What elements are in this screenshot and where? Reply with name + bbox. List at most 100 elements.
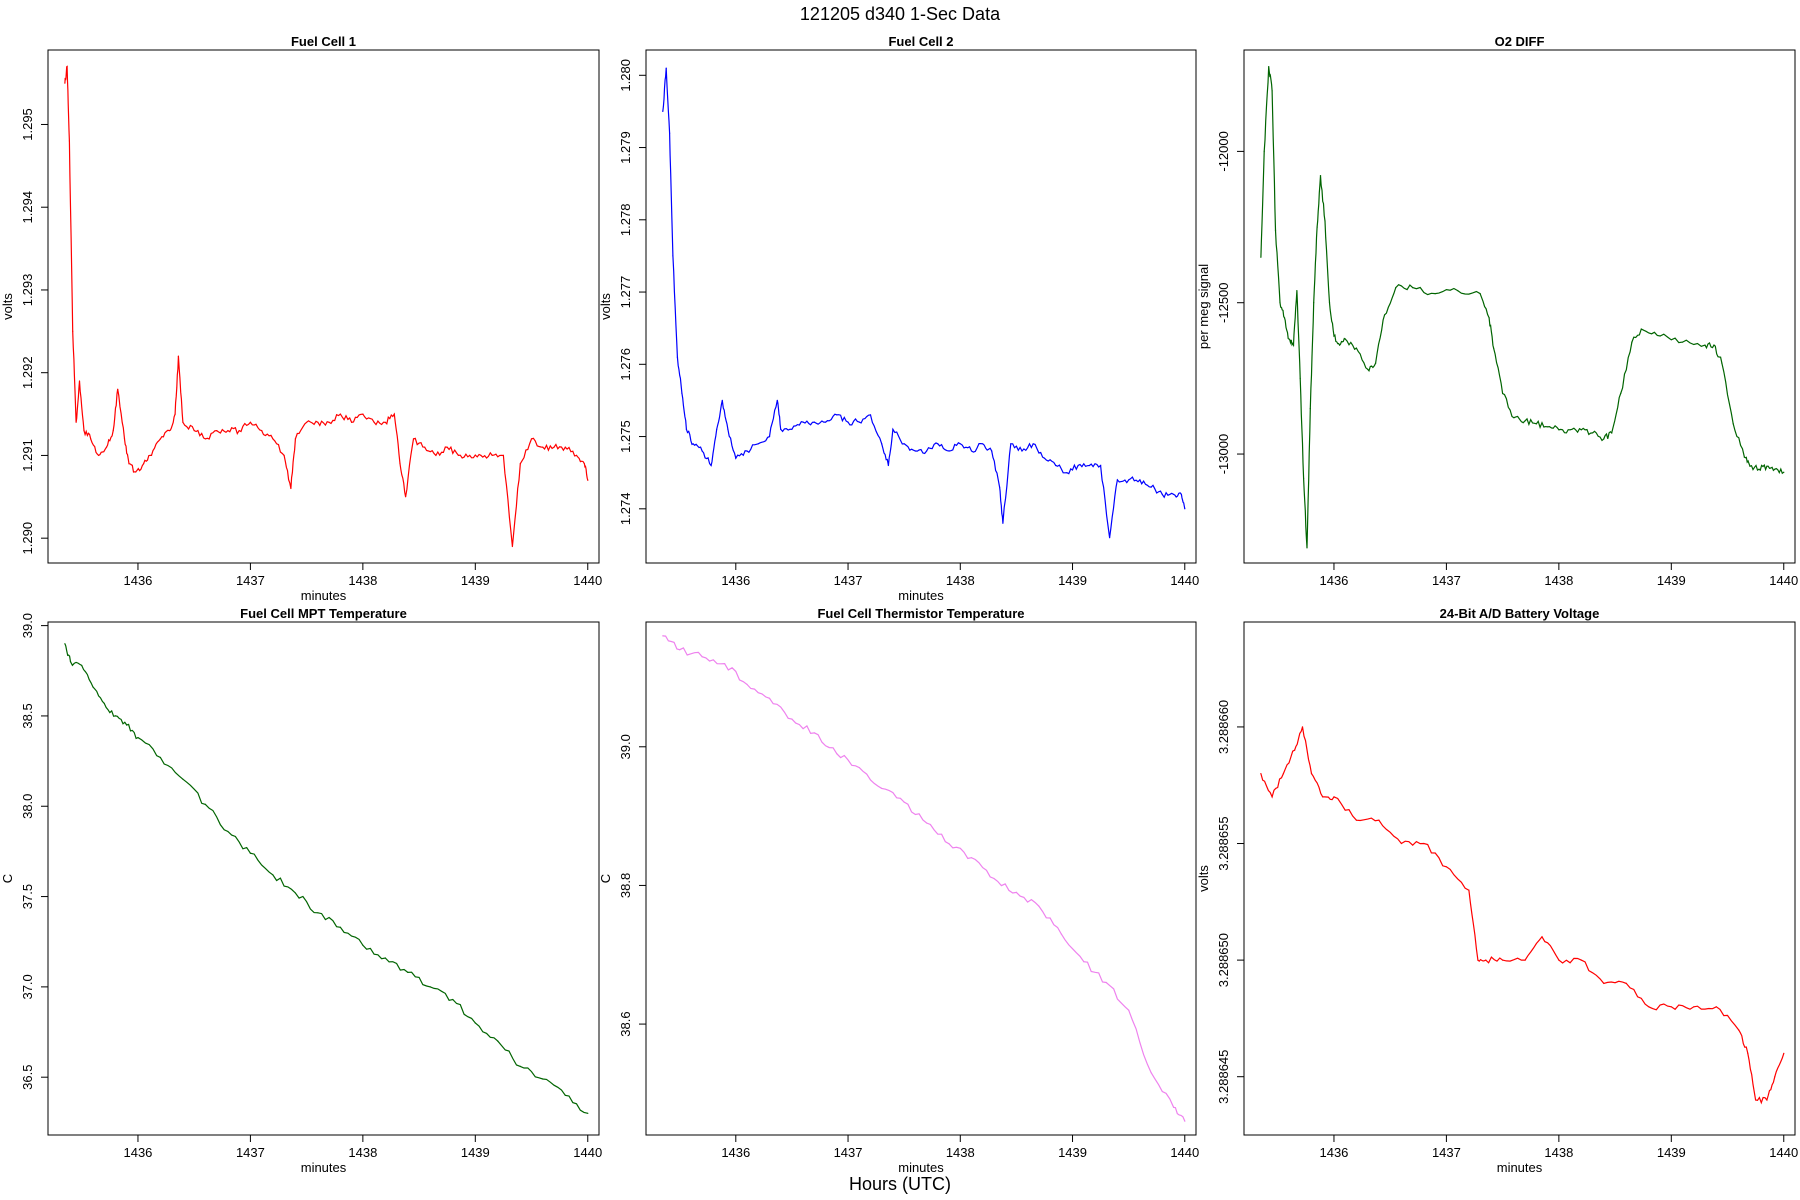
data-point [1060, 933, 1062, 935]
data-point [1485, 959, 1487, 961]
x-tick-label: 1440 [1769, 1145, 1798, 1160]
data-point [159, 438, 161, 440]
data-point [721, 399, 723, 401]
chart-o2-diff: O2 DIFF 1436 1437 1438 1439 1440 -13000 -12500 -… [1196, 34, 1798, 588]
data-point [937, 443, 939, 445]
x-tick-label: 1437 [834, 1145, 863, 1160]
x-tick-label: 1436 [721, 1145, 750, 1160]
data-point [114, 715, 117, 717]
data-point [564, 446, 566, 448]
data-point [1150, 486, 1152, 488]
series-line-fuel-cell-mpt-temperature [64, 643, 588, 1114]
data-point [1184, 1120, 1186, 1122]
data-point [575, 454, 578, 456]
data-point [710, 464, 712, 467]
x-tick-label: 1440 [1170, 573, 1199, 588]
y-axis-label: C [598, 874, 613, 883]
y-tick-label: 1.274 [618, 493, 633, 526]
data-point [92, 686, 94, 688]
series-line-o2-diff [1260, 66, 1785, 548]
y-tick-label: 1.275 [618, 420, 633, 453]
data-point [373, 421, 375, 423]
y-tick-label: 3.288645 [1216, 1050, 1231, 1104]
data-point [75, 421, 77, 423]
y-axis-label: volts [0, 293, 15, 320]
data-point [768, 697, 771, 699]
data-point [1457, 290, 1459, 292]
data-point [452, 998, 454, 1001]
data-point [768, 436, 771, 438]
data-point [112, 430, 114, 432]
y-tick-label: 38.8 [618, 873, 633, 898]
data-point [1299, 377, 1301, 379]
data-point [1322, 796, 1324, 798]
data-point [126, 724, 128, 726]
data-point [1268, 66, 1270, 68]
data-point [1774, 1076, 1776, 1078]
data-point [858, 421, 860, 423]
data-point [339, 413, 341, 415]
data-point [914, 450, 917, 452]
data-point [294, 892, 296, 894]
data-point [1603, 982, 1605, 985]
data-point [1603, 438, 1605, 440]
data-point [1271, 796, 1273, 798]
data-point [1139, 479, 1141, 481]
data-point [424, 446, 426, 448]
data-point [105, 446, 108, 448]
y-tick-label: 1.293 [20, 274, 35, 307]
data-point [249, 421, 251, 423]
data-point [869, 414, 872, 416]
data-point [1541, 936, 1543, 938]
data-point [701, 656, 703, 658]
data-point [137, 737, 139, 739]
data-point [836, 414, 838, 416]
data-point [317, 421, 319, 423]
data-point [791, 428, 793, 430]
data-point [926, 822, 928, 824]
data-point [98, 454, 100, 456]
data-point [290, 487, 292, 490]
data-point [177, 355, 179, 357]
data-point [1513, 417, 1515, 419]
x-tick-label: 1440 [573, 1145, 602, 1160]
chart-fuel-cell-2: Fuel Cell 2 1436 1437 1438 1439 1440 minutes 1.… [598, 34, 1199, 603]
data-point [1611, 432, 1613, 434]
data-point [1468, 889, 1470, 891]
data-point [1055, 464, 1057, 467]
data-point [1743, 456, 1745, 458]
data-point [1749, 465, 1751, 467]
data-point [1631, 341, 1633, 343]
data-point [227, 830, 229, 833]
data-point [1488, 317, 1490, 319]
y-tick-label: 1.294 [20, 191, 35, 224]
data-point [1313, 302, 1315, 304]
data-point [193, 430, 195, 432]
data-point [530, 438, 533, 440]
data-point [469, 454, 471, 456]
chart-title: Fuel Cell 2 [888, 34, 953, 49]
data-point [1283, 317, 1286, 319]
data-point [776, 399, 778, 401]
y-tick-label: 38.6 [618, 1011, 633, 1036]
x-tick-label: 1437 [1432, 573, 1461, 588]
data-point [1766, 465, 1768, 467]
data-point [669, 132, 671, 134]
data-point [802, 421, 804, 423]
data-point [1100, 464, 1102, 467]
data-point [272, 874, 274, 876]
data-point [1274, 229, 1277, 231]
data-point [1547, 426, 1549, 428]
x-axis-caption: Hours (UTC) [849, 1174, 951, 1194]
y-axis-label: volts [1196, 865, 1211, 892]
data-point [1015, 891, 1018, 894]
x-tick-label: 1439 [461, 1145, 490, 1160]
data-point [903, 801, 905, 803]
data-point [681, 392, 683, 394]
data-point [1319, 175, 1322, 177]
data-point [446, 446, 448, 448]
data-point [970, 857, 973, 859]
x-tick-label: 1438 [946, 1145, 975, 1160]
data-point [1412, 287, 1414, 289]
data-point [511, 545, 513, 548]
